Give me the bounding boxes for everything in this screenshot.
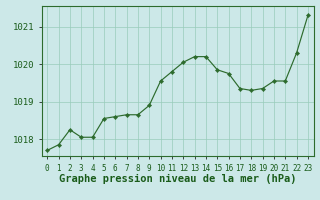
X-axis label: Graphe pression niveau de la mer (hPa): Graphe pression niveau de la mer (hPa) [59,174,296,184]
